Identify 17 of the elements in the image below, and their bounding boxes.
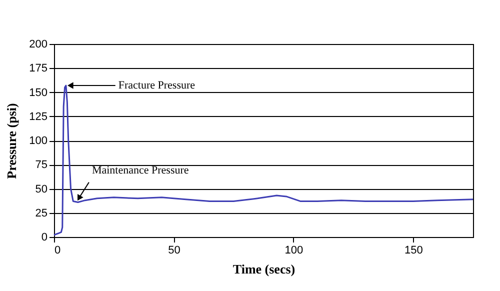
x-tick-label: 100 — [284, 244, 304, 256]
y-tick-label: 50 — [35, 183, 48, 196]
x-tick-label: 50 — [168, 244, 180, 256]
y-tick-label: 75 — [35, 159, 48, 172]
y-tick-label: 200 — [29, 38, 48, 50]
y-tick-label: 25 — [35, 207, 48, 220]
y-tick-label: 100 — [29, 135, 48, 147]
x-tick-label: 0 — [54, 244, 61, 256]
annotation: Maintenance Pressure — [92, 164, 189, 176]
y-axis-title: Pressure (psi) — [4, 103, 20, 179]
y-tick-label: 125 — [29, 110, 48, 123]
annotation: Fracture Pressure — [118, 79, 196, 92]
x-axis-title: Time (secs) — [232, 262, 296, 276]
y-tick-label: 175 — [29, 62, 48, 75]
y-tick-label: 150 — [29, 86, 48, 99]
x-tick-label: 150 — [404, 244, 423, 256]
y-tick-label: 0 — [41, 232, 48, 244]
